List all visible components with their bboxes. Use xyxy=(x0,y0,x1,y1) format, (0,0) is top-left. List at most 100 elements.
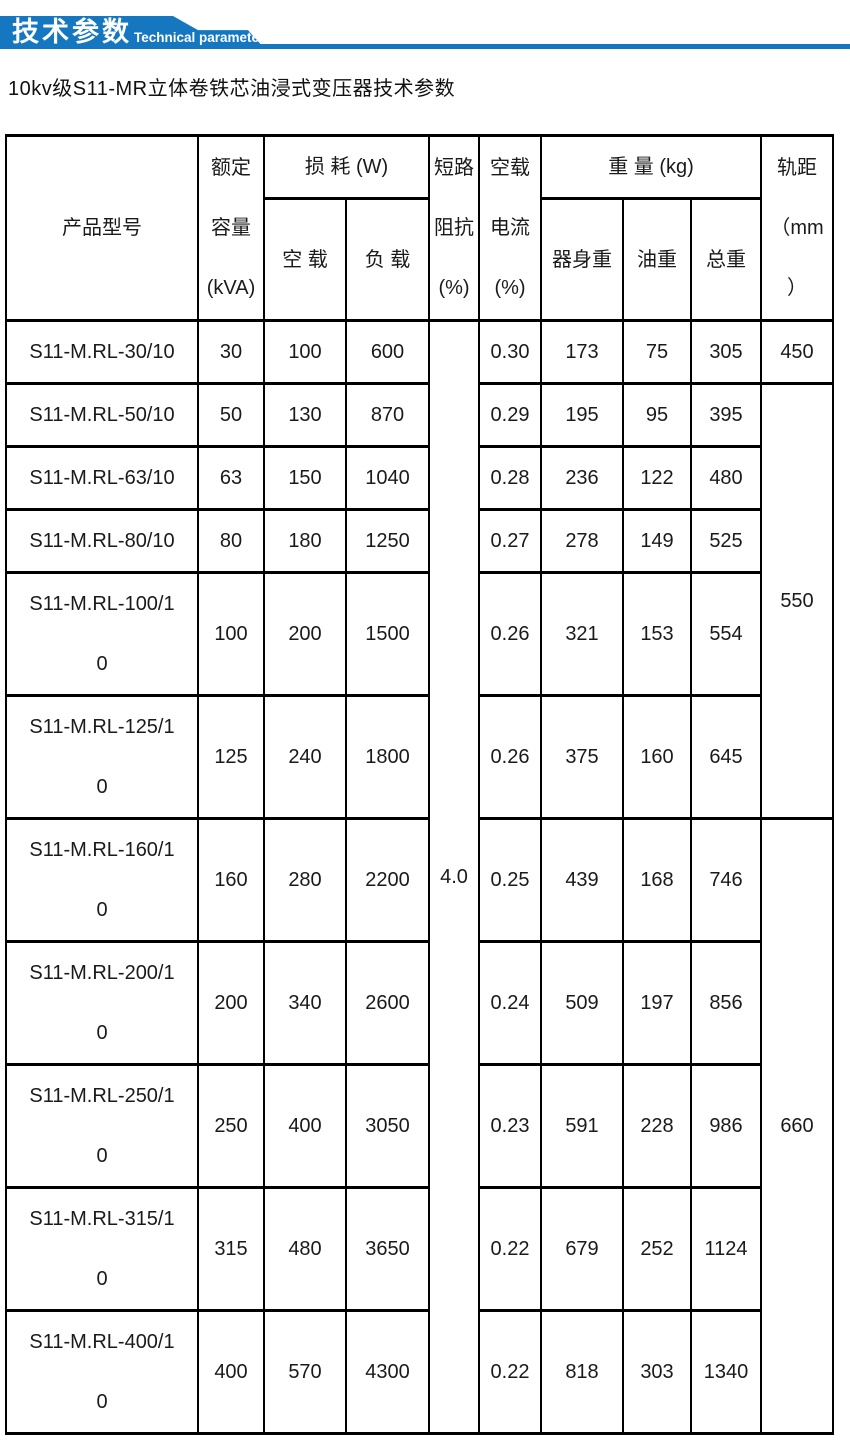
cell-capacity: 400 xyxy=(197,1309,265,1435)
cell-total-weight: 986 xyxy=(690,1063,762,1189)
cell-no-load-current: 0.22 xyxy=(478,1309,542,1435)
cell-model: S11-M.RL-125/10 xyxy=(5,694,199,820)
cell-total-weight: 645 xyxy=(690,694,762,820)
cell-no-load-loss: 180 xyxy=(263,508,347,574)
cell-load-loss: 1800 xyxy=(345,694,430,820)
cell-load-loss: 600 xyxy=(345,319,430,385)
cell-no-load-current: 0.25 xyxy=(478,817,542,943)
cell-oil-weight: 160 xyxy=(622,694,692,820)
table-row: S11-M.RL-63/10 63 150 1040 0.28 236 122 480 xyxy=(5,445,833,511)
cell-body-weight: 278 xyxy=(540,508,624,574)
page-title: 10kv级S11-MR立体卷铁芯油浸式变压器技术参数 xyxy=(8,78,456,100)
table-row: S11-M.RL-400/10 400 570 4300 0.22 818 303 1340 xyxy=(5,1309,833,1435)
cell-load-loss: 2200 xyxy=(345,817,430,943)
cell-body-weight: 509 xyxy=(540,940,624,1066)
cell-model: S11-M.RL-63/10 xyxy=(5,445,199,511)
cell-total-weight: 480 xyxy=(690,445,762,511)
cell-oil-weight: 168 xyxy=(622,817,692,943)
table-row: S11-M.RL-80/10 80 180 1250 0.27 278 149 525 xyxy=(5,508,833,574)
cell-oil-weight: 75 xyxy=(622,319,692,385)
cell-load-loss: 1040 xyxy=(345,445,430,511)
cell-oil-weight: 149 xyxy=(622,508,692,574)
cell-capacity: 250 xyxy=(197,1063,265,1189)
table-row: S11-M.RL-315/10 315 480 3650 0.22 679 252 1124 xyxy=(5,1186,833,1312)
header-no-load-loss: 空 载 xyxy=(263,197,347,322)
cell-total-weight: 395 xyxy=(690,382,762,448)
cell-model: S11-M.RL-400/10 xyxy=(5,1309,199,1435)
cell-capacity: 160 xyxy=(197,817,265,943)
cell-gauge: 660 xyxy=(760,817,834,1435)
header-capacity: 额定 容量 (kVA) xyxy=(197,134,265,322)
cell-no-load-loss: 280 xyxy=(263,817,347,943)
cell-model: S11-M.RL-250/10 xyxy=(5,1063,199,1189)
cell-no-load-current: 0.24 xyxy=(478,940,542,1066)
table-row: S11-M.RL-160/10 160 280 2200 0.25 439 168 746 66… xyxy=(5,817,834,1435)
header-row-sub: 空 载 负 载 器身重 油重 总重 xyxy=(6,197,833,322)
cell-capacity: 315 xyxy=(197,1186,265,1312)
cell-total-weight: 305 xyxy=(690,319,762,385)
spec-table: 产品型号 额定 容量 (kVA) 损 耗 (W) 短路 阻抗 (%) 空载 电流… xyxy=(5,134,834,1435)
cell-no-load-current: 0.30 xyxy=(478,319,542,385)
header-row-top: 产品型号 额定 容量 (kVA) 损 耗 (W) 短路 阻抗 (%) 空载 电流… xyxy=(5,134,834,322)
banner-title: 技术参数 xyxy=(12,17,132,47)
cell-model: S11-M.RL-80/10 xyxy=(5,508,199,574)
cell-body-weight: 321 xyxy=(540,571,624,697)
cell-no-load-current: 0.23 xyxy=(478,1063,542,1189)
cell-gauge: 550 xyxy=(760,382,834,820)
cell-body-weight: 236 xyxy=(540,445,624,511)
cell-load-loss: 3650 xyxy=(345,1186,430,1312)
cell-capacity: 63 xyxy=(197,445,265,511)
cell-no-load-current: 0.28 xyxy=(478,445,542,511)
cell-total-weight: 554 xyxy=(690,571,762,697)
cell-no-load-loss: 200 xyxy=(263,571,347,697)
spec-table-body: S11-M.RL-30/10 30 100 600 4.0 0.30 173 75 305 450… xyxy=(5,319,834,1435)
cell-no-load-loss: 240 xyxy=(263,694,347,820)
header-body-weight: 器身重 xyxy=(540,197,624,322)
header-weight-group: 重 量 (kg) xyxy=(540,134,762,200)
cell-model: S11-M.RL-30/10 xyxy=(5,319,199,385)
cell-body-weight: 818 xyxy=(540,1309,624,1435)
table-row: S11-M.RL-125/10 125 240 1800 0.26 375 160 645 xyxy=(5,694,833,820)
table-row: S11-M.RL-250/10 250 400 3050 0.23 591 228 986 xyxy=(5,1063,833,1189)
cell-load-loss: 3050 xyxy=(345,1063,430,1189)
cell-total-weight: 525 xyxy=(690,508,762,574)
cell-capacity: 50 xyxy=(197,382,265,448)
spec-table-head: 产品型号 额定 容量 (kVA) 损 耗 (W) 短路 阻抗 (%) 空载 电流… xyxy=(5,134,834,322)
cell-capacity: 30 xyxy=(197,319,265,385)
cell-total-weight: 1340 xyxy=(690,1309,762,1435)
cell-capacity: 100 xyxy=(197,571,265,697)
cell-oil-weight: 228 xyxy=(622,1063,692,1189)
cell-body-weight: 375 xyxy=(540,694,624,820)
header-no-load-current: 空载 电流 (%) xyxy=(478,134,542,322)
cell-oil-weight: 153 xyxy=(622,571,692,697)
cell-model: S11-M.RL-160/10 xyxy=(5,817,199,943)
banner-subtitle: Technical parameter xyxy=(134,30,265,45)
table-row: S11-M.RL-100/10 100 200 1500 0.26 321 153 554 xyxy=(5,571,833,697)
cell-total-weight: 856 xyxy=(690,940,762,1066)
header-loss-group: 损 耗 (W) xyxy=(263,134,430,200)
cell-gauge: 450 xyxy=(760,319,834,385)
cell-load-loss: 1500 xyxy=(345,571,430,697)
cell-body-weight: 439 xyxy=(540,817,624,943)
cell-load-loss: 4300 xyxy=(345,1309,430,1435)
header-total-weight: 总重 xyxy=(690,197,762,322)
table-row: S11-M.RL-200/10 200 340 2600 0.24 509 197 856 xyxy=(5,940,833,1066)
cell-no-load-loss: 100 xyxy=(263,319,347,385)
table-row: S11-M.RL-30/10 30 100 600 4.0 0.30 173 75 305 450 xyxy=(5,319,834,1435)
cell-body-weight: 591 xyxy=(540,1063,624,1189)
header-load-loss: 负 载 xyxy=(345,197,430,322)
cell-capacity: 200 xyxy=(197,940,265,1066)
cell-model: S11-M.RL-100/10 xyxy=(5,571,199,697)
header-impedance: 短路 阻抗 (%) xyxy=(428,134,480,322)
table-row: S11-M.RL-50/10 50 130 870 0.29 195 95 395 550 xyxy=(5,382,834,820)
cell-oil-weight: 252 xyxy=(622,1186,692,1312)
cell-oil-weight: 122 xyxy=(622,445,692,511)
header-oil-weight: 油重 xyxy=(622,197,692,322)
cell-body-weight: 195 xyxy=(540,382,624,448)
cell-body-weight: 679 xyxy=(540,1186,624,1312)
cell-capacity: 80 xyxy=(197,508,265,574)
header-gauge: 轨距 （mm ） xyxy=(760,134,834,322)
cell-load-loss: 1250 xyxy=(345,508,430,574)
cell-no-load-loss: 400 xyxy=(263,1063,347,1189)
